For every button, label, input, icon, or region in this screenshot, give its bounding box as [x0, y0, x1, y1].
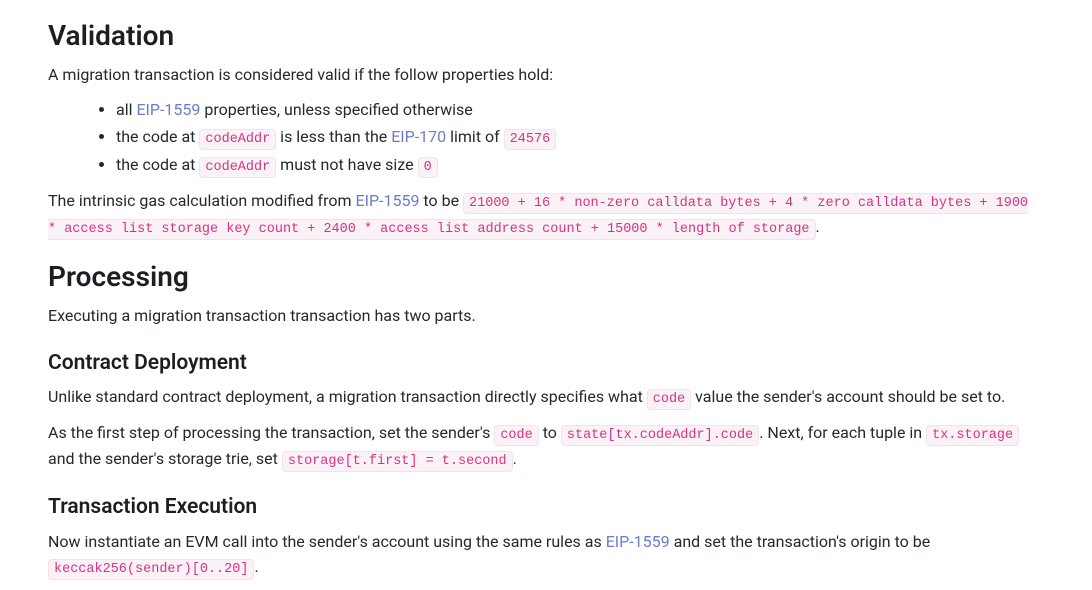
text: and the sender's storage trie, set — [48, 449, 282, 468]
eip-1559-link[interactable]: EIP-1559 — [356, 191, 420, 210]
text: The intrinsic gas calculation modified f… — [48, 191, 356, 210]
validation-list: all EIP-1559 properties, unless specifie… — [48, 98, 1044, 179]
code-inline: 24576 — [504, 129, 557, 150]
text: the code at — [116, 155, 199, 174]
list-item: all EIP-1559 properties, unless specifie… — [116, 98, 1044, 123]
text: and set the transaction's origin to be — [670, 532, 931, 551]
text: . — [816, 217, 820, 236]
code-inline: state[tx.codeAddr].code — [561, 425, 759, 446]
text: . Next, for each tuple in — [759, 423, 926, 442]
code-inline: storage[t.first] = t.second — [282, 451, 513, 472]
exec-p: Now instantiate an EVM call into the sen… — [48, 530, 1044, 581]
text: Unlike standard contract deployment, a m… — [48, 387, 647, 406]
code-inline: code — [647, 389, 691, 410]
deploy-heading: Contract Deployment — [48, 347, 1044, 380]
list-item: the code at codeAddr must not have size … — [116, 153, 1044, 179]
list-item: the code at codeAddr is less than the EI… — [116, 125, 1044, 151]
text: all — [116, 100, 136, 119]
text: . — [254, 557, 258, 576]
text: As the first step of processing the tran… — [48, 423, 494, 442]
validation-intro: A migration transaction is considered va… — [48, 63, 1044, 88]
text: Now instantiate an EVM call into the sen… — [48, 532, 606, 551]
text: is less than the — [276, 127, 391, 146]
eip-1559-link[interactable]: EIP-1559 — [136, 100, 200, 119]
code-inline: codeAddr — [199, 157, 276, 178]
code-inline: keccak256(sender)[0..20] — [48, 559, 254, 580]
text: to — [539, 423, 561, 442]
processing-heading: Processing — [48, 255, 1044, 298]
deploy-p1: Unlike standard contract deployment, a m… — [48, 385, 1044, 411]
deploy-p2: As the first step of processing the tran… — [48, 421, 1044, 473]
text: properties, unless specified otherwise — [200, 100, 472, 119]
code-inline: tx.storage — [926, 425, 1019, 446]
gas-paragraph: The intrinsic gas calculation modified f… — [48, 189, 1044, 241]
text: . — [513, 449, 517, 468]
eip-1559-link[interactable]: EIP-1559 — [606, 532, 670, 551]
text: the code at — [116, 127, 199, 146]
text: limit of — [446, 127, 504, 146]
code-inline: 0 — [418, 157, 438, 178]
validation-heading: Validation — [48, 14, 1044, 57]
code-inline: codeAddr — [199, 129, 276, 150]
code-inline: code — [494, 425, 538, 446]
exec-heading: Transaction Execution — [48, 491, 1044, 524]
text: must not have size — [276, 155, 417, 174]
eip-170-link[interactable]: EIP-170 — [391, 127, 446, 146]
text: value the sender's account should be set… — [691, 387, 1005, 406]
text: to be — [419, 191, 463, 210]
processing-intro: Executing a migration transaction transa… — [48, 304, 1044, 329]
